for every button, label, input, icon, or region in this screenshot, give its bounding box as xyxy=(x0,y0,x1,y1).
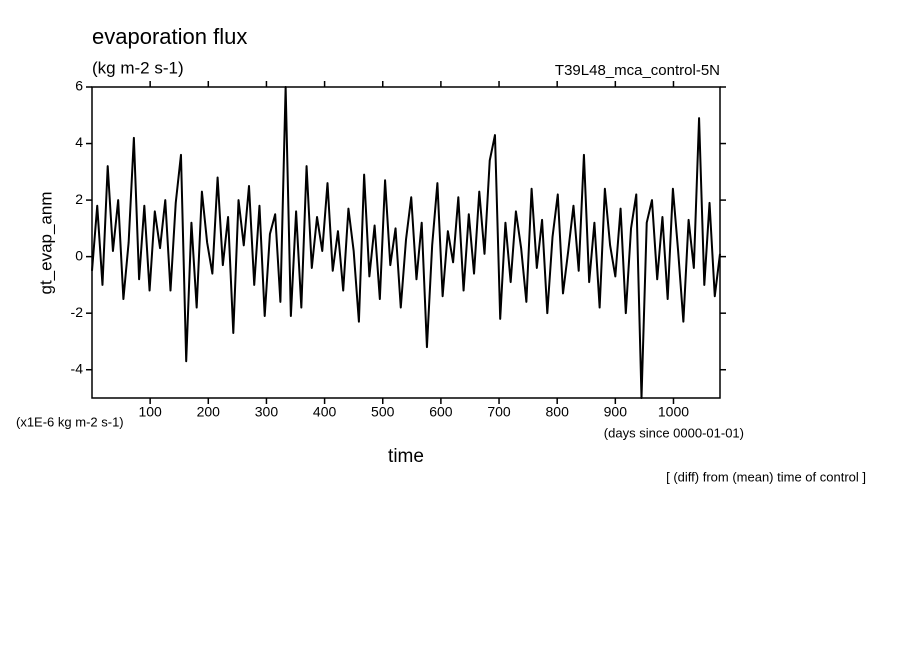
x-tick-label: 1000 xyxy=(658,404,689,420)
x-tick-label: 400 xyxy=(313,404,337,420)
y-tick-label: -4 xyxy=(71,360,84,376)
x-tick-label: 900 xyxy=(604,404,628,420)
note: [ (diff) from (mean) time of control ] xyxy=(666,469,866,484)
y-tick-label: 0 xyxy=(75,247,83,263)
x-tick-label: 800 xyxy=(546,404,570,420)
y-tick-label: 4 xyxy=(75,134,83,150)
x-tick-label: 100 xyxy=(138,404,162,420)
y-tick-label: 2 xyxy=(75,191,83,207)
plot-frame xyxy=(91,86,721,399)
x-tick-label: 300 xyxy=(255,404,279,420)
x-tick-label: 200 xyxy=(197,404,221,420)
x-tick-label: 500 xyxy=(371,404,395,420)
y-axis-label: gt_evap_anm xyxy=(36,191,55,294)
x-axis-units: (days since 0000-01-01) xyxy=(604,425,744,440)
x-axis-label: time xyxy=(388,446,424,467)
x-tick-label: 700 xyxy=(487,404,511,420)
chart-title: evaporation flux xyxy=(92,24,247,49)
x-tick-label: 600 xyxy=(429,404,453,420)
data-line xyxy=(91,86,721,399)
chart-subtitle: (kg m-2 s-1) xyxy=(92,58,184,77)
y-tick-label: 6 xyxy=(75,78,83,94)
y-axis-units: (x1E-6 kg m-2 s-1) xyxy=(16,414,124,429)
experiment-label: T39L48_mca_control-5N xyxy=(555,62,720,79)
y-tick-label: -2 xyxy=(71,304,84,320)
